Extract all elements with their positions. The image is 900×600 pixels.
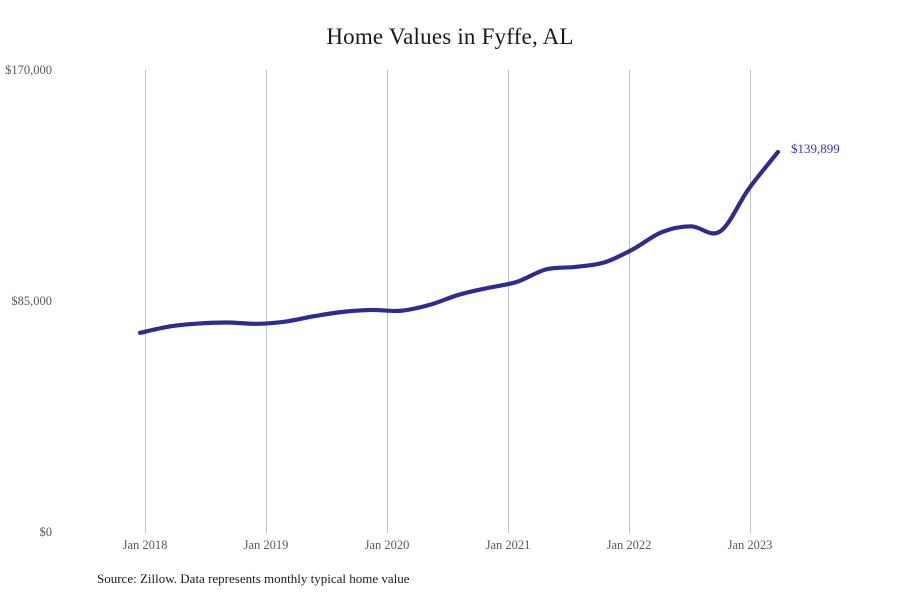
x-axis-tick-6: Jan 2023	[727, 538, 773, 552]
gridlines	[145, 70, 751, 533]
x-axis-tick-3: Jan 2020	[364, 538, 410, 552]
x-axis-tick-5: Jan 2022	[606, 538, 652, 552]
chart-title: Home Values in Fyffe, AL	[326, 24, 574, 49]
x-axis-tick-4: Jan 2021	[485, 538, 531, 552]
source-footnote: Source: Zillow. Data represents monthly …	[97, 571, 410, 586]
x-axis-tick-1: Jan 2018	[122, 538, 168, 552]
y-axis-tick-bottom: $0	[39, 525, 53, 539]
home-value-line	[137, 149, 781, 335]
end-value-annotation: $139,899	[791, 141, 840, 156]
y-axis-tick-mid: $85,000	[11, 294, 52, 308]
x-axis-tick-2: Jan 2019	[243, 538, 289, 552]
y-axis-tick-top: $170,000	[5, 63, 52, 77]
